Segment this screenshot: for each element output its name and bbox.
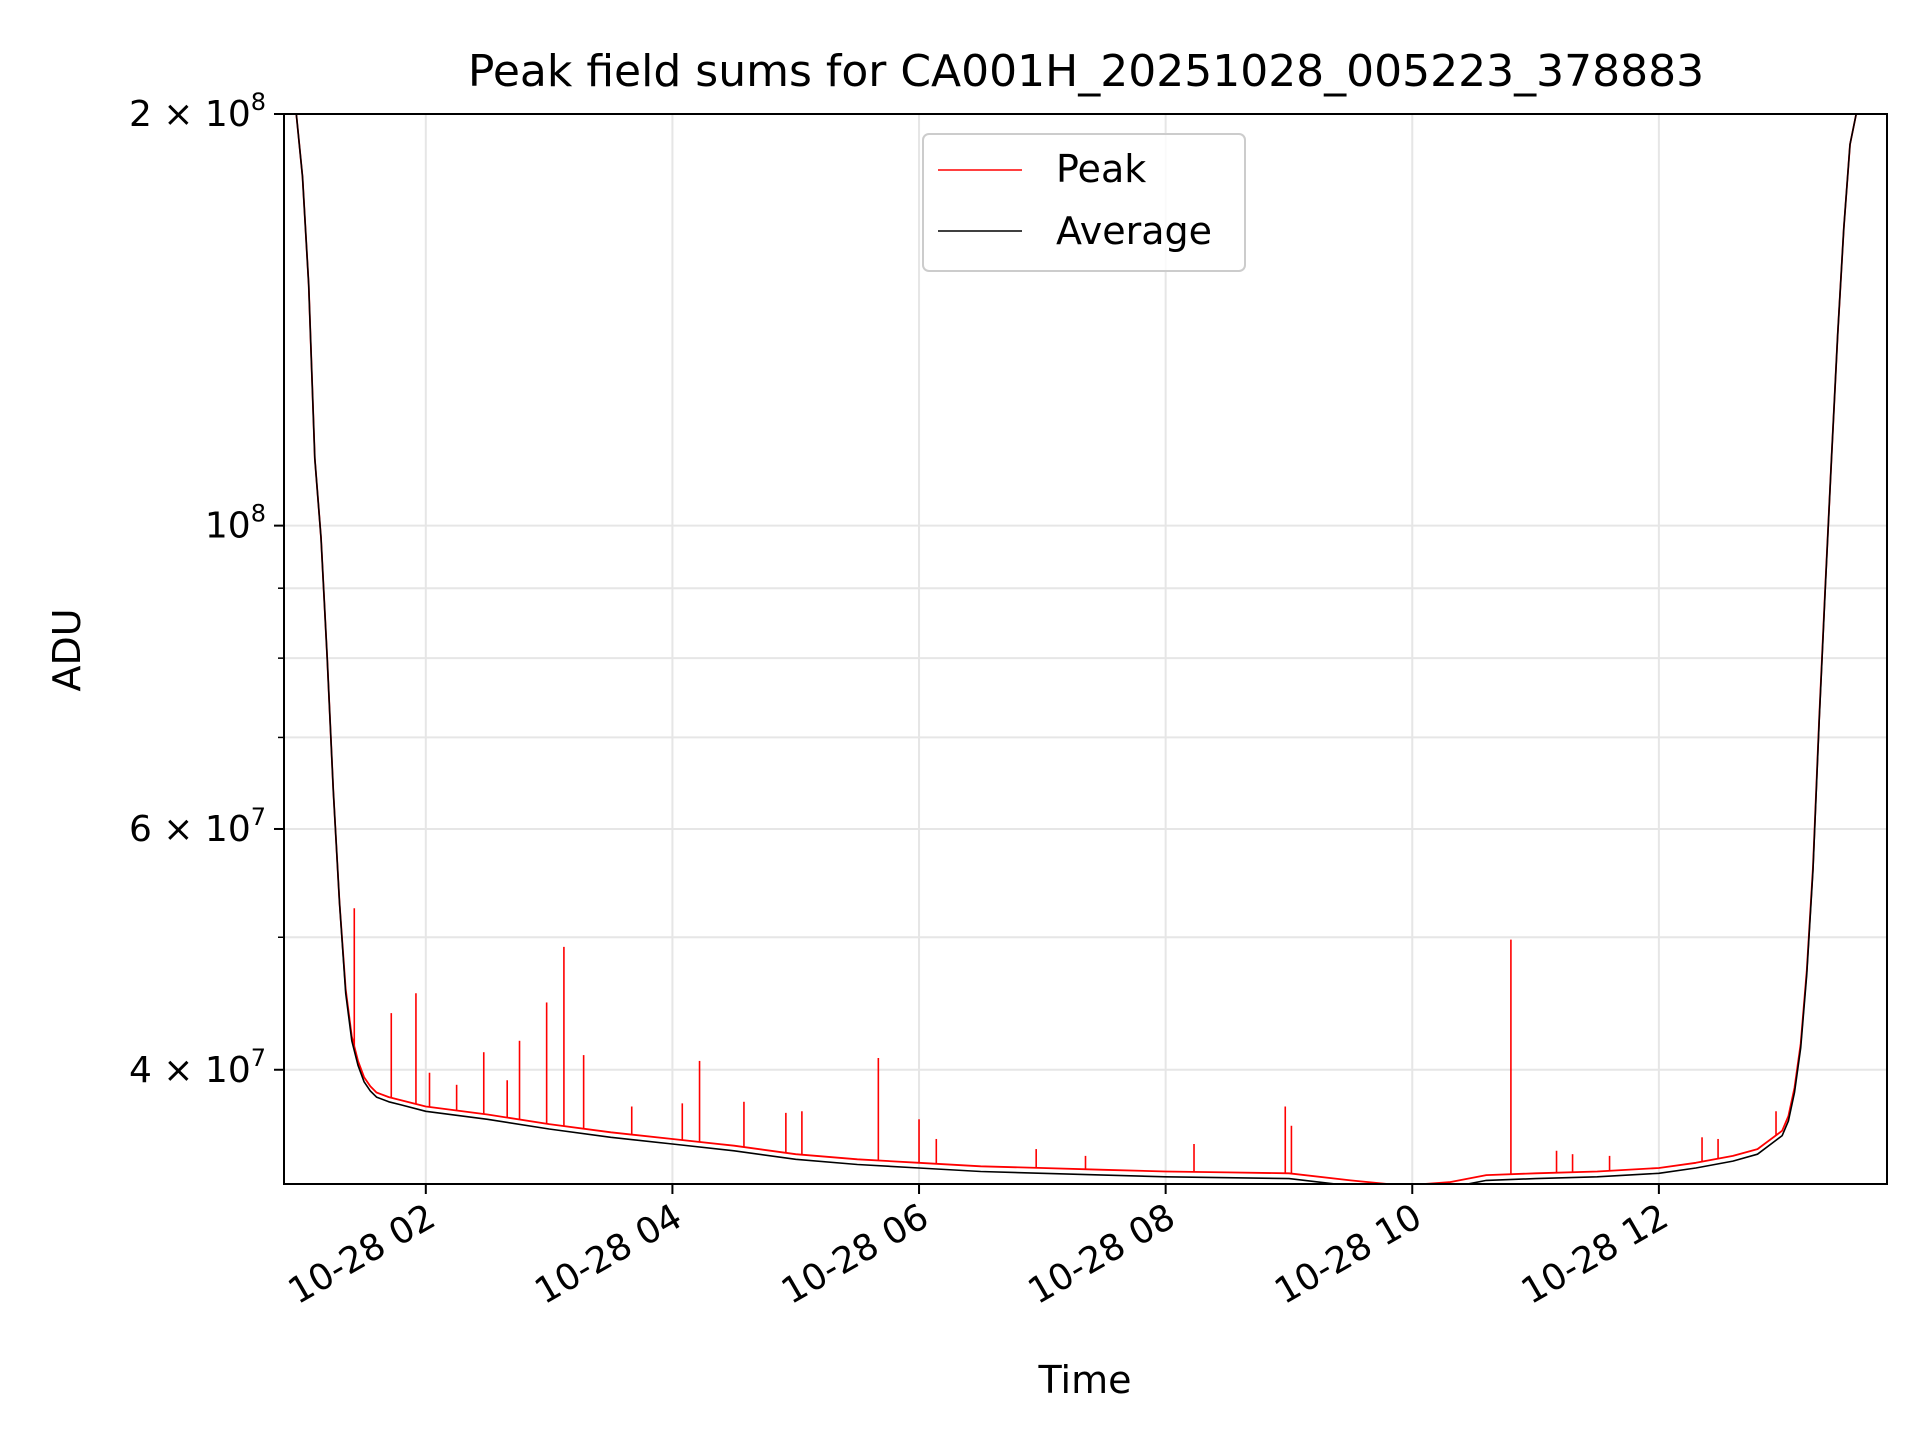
legend: Peak Average (922, 133, 1246, 272)
average-series-line (284, 114, 1887, 1184)
y-tick-label: 6 × 107 (129, 803, 266, 850)
y-tick-label-base: 4 × 10 (129, 1050, 251, 1091)
legend-label-average: Average (1056, 209, 1212, 253)
plot-series (284, 114, 1887, 1184)
y-tick-label: 108 (205, 500, 266, 547)
y-tick-label-exponent: 8 (251, 500, 266, 528)
y-axis-label: ADU (45, 608, 89, 691)
y-tick-label: 4 × 107 (129, 1044, 266, 1091)
y-tick-label-exponent: 7 (251, 1044, 266, 1072)
y-tick-label-exponent: 8 (251, 88, 266, 116)
plot-frame (283, 113, 1888, 1185)
y-tick-label-exponent: 7 (251, 803, 266, 831)
legend-box (922, 133, 1246, 272)
y-tick-label-base: 6 × 10 (129, 809, 251, 850)
y-tick-label: 2 × 108 (129, 88, 266, 135)
x-axis-label: Time (1038, 1358, 1132, 1402)
legend-label-peak: Peak (1056, 147, 1146, 191)
y-tick-label-base: 2 × 10 (129, 94, 251, 135)
chart-title: Peak field sums for CA001H_20251028_0052… (468, 46, 1704, 97)
y-tick-label-base: 10 (205, 506, 251, 547)
